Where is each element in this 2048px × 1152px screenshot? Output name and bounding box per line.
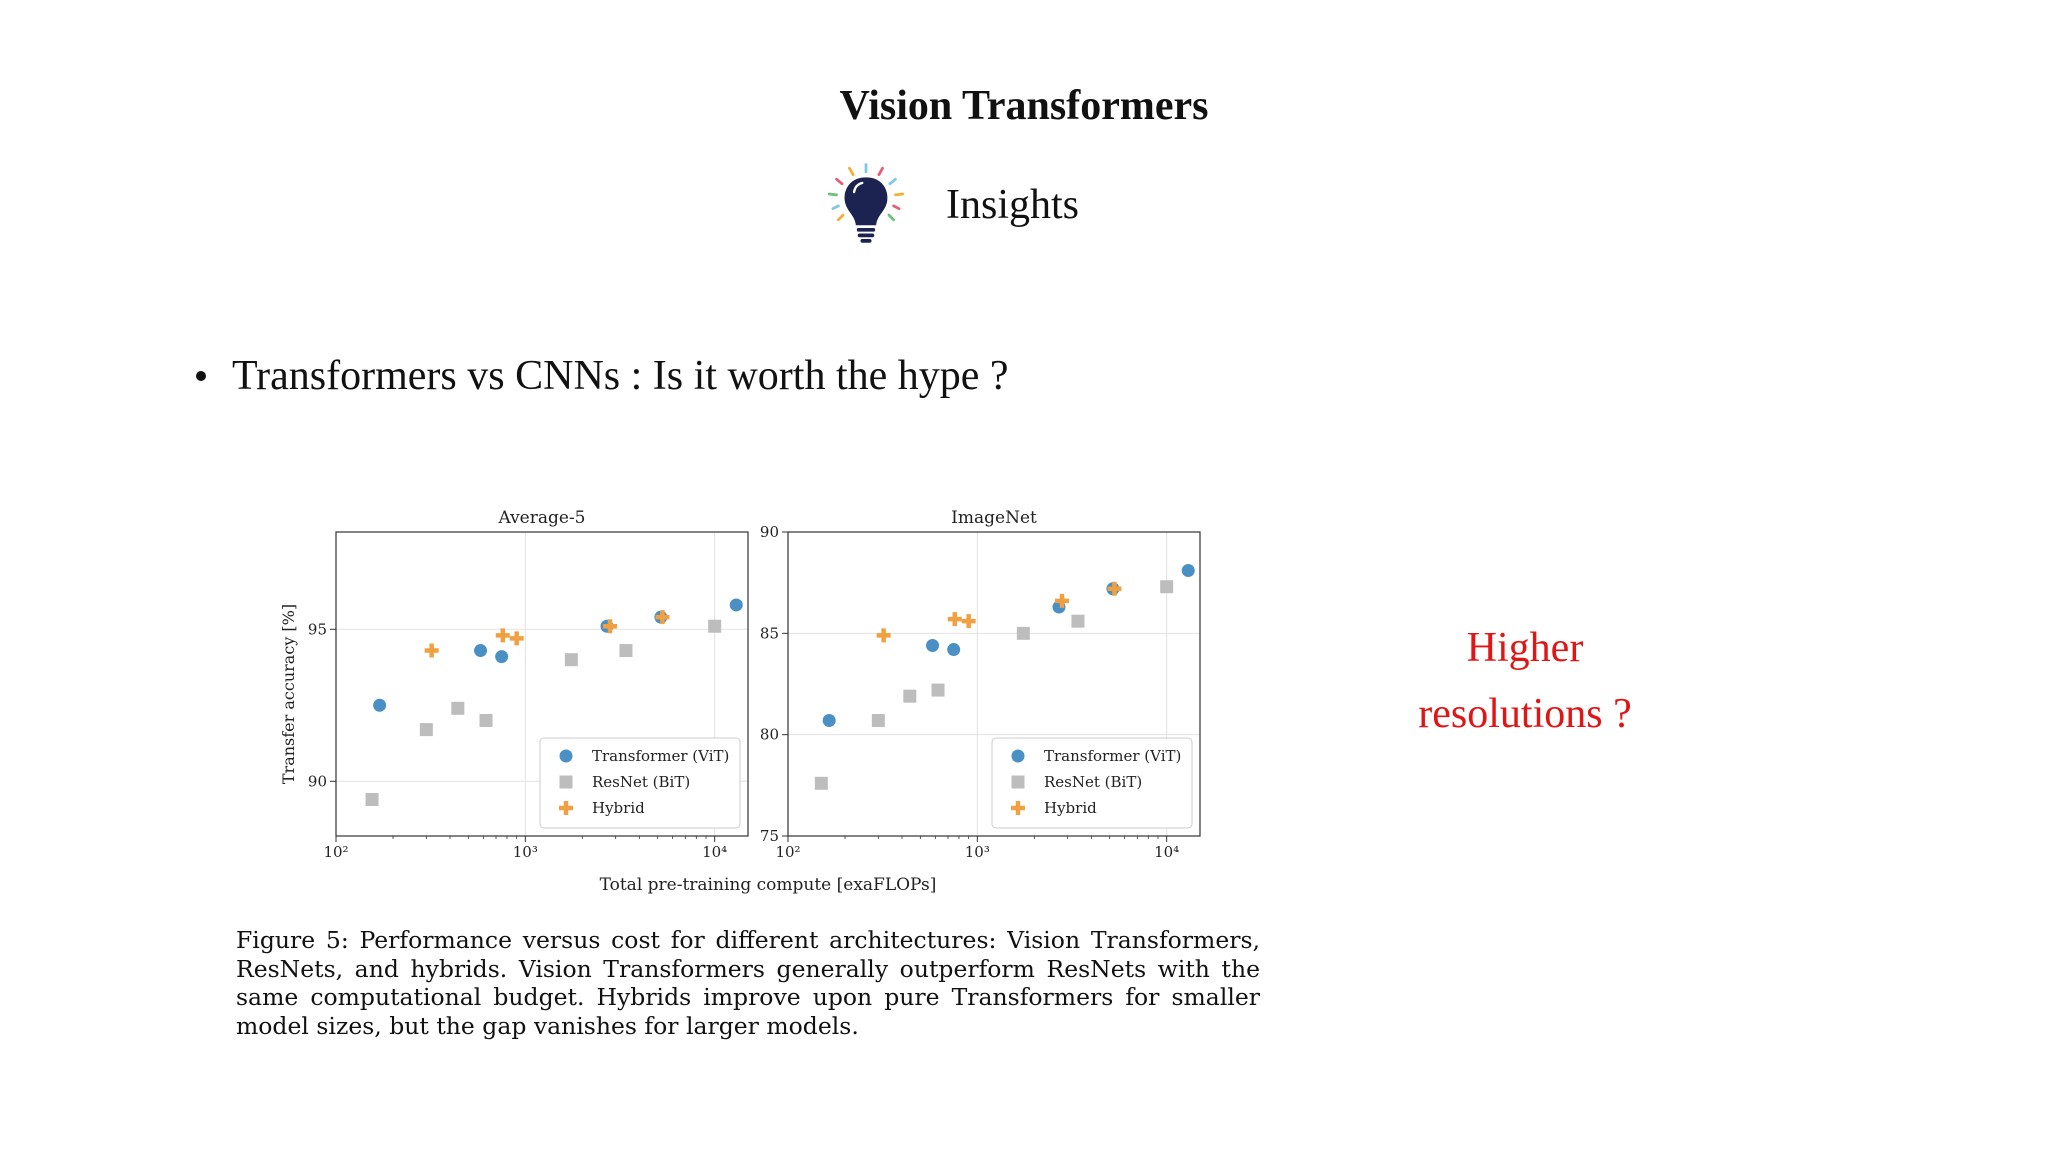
data-point-vit — [474, 644, 488, 658]
x-tick-label: 10³ — [513, 843, 538, 861]
chart-panel-2: 10² 10³ 10⁴ 75 80 85 90 ImageNet Transformer (Vi… — [760, 508, 1201, 861]
data-point-resnet — [365, 793, 379, 807]
slide-subtitle: Insights — [946, 182, 1080, 228]
chart-legend: Transformer (ViT) ResNet (BiT) Hybrid — [991, 737, 1193, 829]
data-point-resnet — [419, 723, 433, 737]
data-point-resnet — [479, 713, 493, 727]
data-point-vit — [729, 598, 743, 612]
data-point-resnet — [1160, 580, 1174, 594]
figure-charts: 10² 10³ 10⁴ 90 95 Average-5 Transfer accuracy … — [279, 508, 1201, 895]
data-point-hybrid — [1107, 581, 1122, 596]
data-point-resnet — [1016, 626, 1030, 640]
legend-label: Transformer (ViT) — [592, 747, 729, 765]
data-point-hybrid — [961, 614, 976, 629]
slide-title: Vision Transformers — [839, 83, 1209, 129]
data-point-resnet — [619, 644, 633, 658]
x-tick-label: 10³ — [965, 843, 990, 861]
data-point-vit — [1011, 749, 1025, 763]
data-point-hybrid — [602, 619, 617, 634]
data-point-vit — [373, 698, 387, 712]
figure-caption: Figure 5: Performance versus cost for di… — [236, 926, 1260, 1040]
data-point-hybrid — [947, 612, 962, 627]
legend-box — [991, 737, 1193, 829]
legend-label: Hybrid — [592, 799, 645, 817]
plot-frame — [335, 531, 749, 837]
lightbulb-icon — [827, 163, 905, 243]
y-tick-label: 85 — [760, 624, 779, 642]
bullet-point: Transformers vs CNNs : Is it worth the h… — [196, 352, 1009, 400]
x-axis-label: Total pre-training compute [exaFLOPs] — [600, 875, 937, 895]
data-point-hybrid — [424, 643, 439, 658]
data-point-hybrid — [495, 628, 510, 643]
chart-title: ImageNet — [951, 508, 1037, 528]
y-tick-label: 90 — [760, 523, 779, 541]
data-point-hybrid — [876, 628, 891, 643]
y-tick-label: 95 — [308, 620, 327, 638]
data-point-vit — [1181, 564, 1195, 578]
data-point-vit — [947, 643, 961, 657]
x-tick-label: 10² — [323, 843, 348, 861]
bullet-text: Transformers vs CNNs : Is it worth the h… — [232, 353, 1009, 399]
legend-box — [539, 737, 741, 829]
data-point-hybrid — [509, 631, 524, 646]
data-point-hybrid — [1054, 593, 1069, 608]
series-resnet-bit — [814, 580, 1174, 790]
chart-legend: Transformer (ViT) ResNet (BiT) Hybrid — [539, 737, 741, 829]
y-tick-label: 90 — [308, 772, 327, 790]
legend-label: ResNet (BiT) — [592, 773, 690, 791]
legend-label: Transformer (ViT) — [1044, 747, 1181, 765]
data-point-resnet — [814, 776, 828, 790]
subtitle-row: Insights — [820, 160, 1079, 250]
data-point-vit — [559, 749, 573, 763]
data-point-resnet — [1071, 614, 1085, 628]
aside-line-1: Higher — [1466, 625, 1584, 671]
series-hybrid — [424, 610, 670, 658]
x-tick-label: 10⁴ — [1154, 843, 1179, 861]
series-hybrid — [876, 581, 1122, 643]
data-point-resnet — [871, 713, 885, 727]
series-resnet-bit — [365, 619, 722, 807]
data-point-hybrid — [1011, 801, 1025, 815]
bullet-marker — [196, 371, 206, 381]
y-axis-label: Transfer accuracy [%] — [279, 604, 298, 784]
data-point-vit — [926, 638, 940, 652]
x-tick-label: 10⁴ — [702, 843, 727, 861]
data-point-hybrid — [559, 801, 573, 815]
data-point-resnet — [564, 653, 578, 667]
aside-note: Higher resolutions ? — [1380, 615, 1670, 747]
plot-frame — [787, 531, 1201, 837]
aside-line-2: resolutions ? — [1418, 691, 1632, 737]
data-point-resnet — [451, 701, 465, 715]
data-point-resnet — [559, 775, 573, 789]
data-point-vit — [822, 713, 836, 727]
data-point-vit — [495, 650, 509, 664]
data-point-hybrid — [655, 610, 670, 625]
x-tick-label: 10² — [775, 843, 800, 861]
legend-label: Hybrid — [1044, 799, 1097, 817]
y-tick-label: 80 — [760, 726, 779, 744]
legend-label: ResNet (BiT) — [1044, 773, 1142, 791]
chart-panel-1: 10² 10³ 10⁴ 90 95 Average-5 Transfer accuracy … — [279, 508, 749, 861]
data-point-resnet — [1011, 775, 1025, 789]
data-point-resnet — [708, 619, 722, 633]
data-point-resnet — [931, 683, 945, 697]
y-tick-label: 75 — [760, 827, 779, 845]
data-point-resnet — [903, 689, 917, 703]
chart-title: Average-5 — [497, 508, 585, 528]
